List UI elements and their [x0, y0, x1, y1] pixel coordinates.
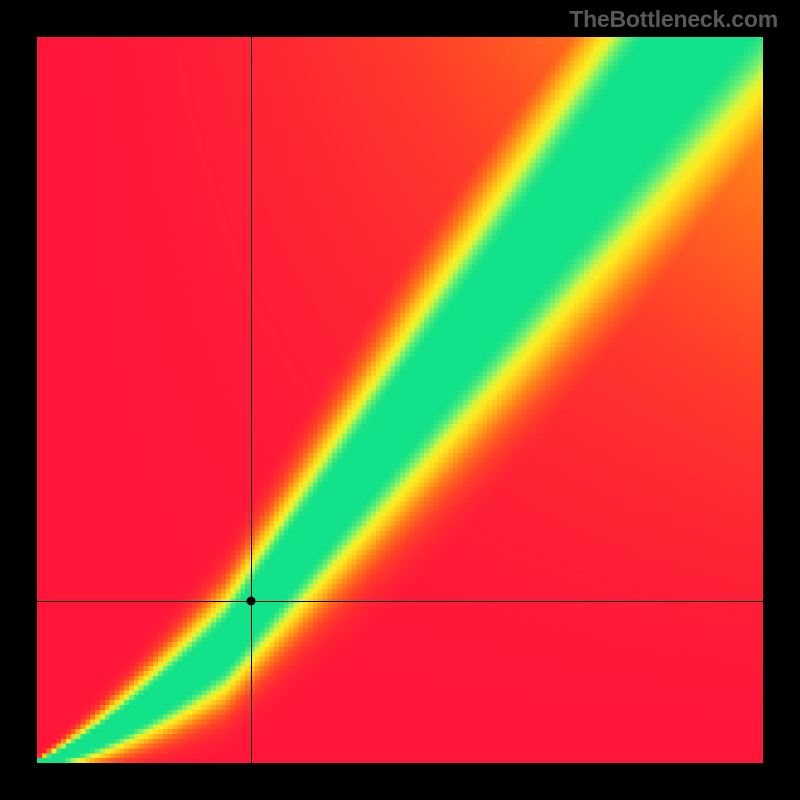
bottleneck-marker-dot — [247, 597, 256, 606]
heatmap-canvas — [37, 37, 763, 763]
crosshair-vertical — [251, 37, 252, 763]
crosshair-horizontal — [37, 601, 763, 602]
watermark-text: TheBottleneck.com — [569, 6, 778, 33]
heatmap-plot-area — [37, 37, 763, 763]
